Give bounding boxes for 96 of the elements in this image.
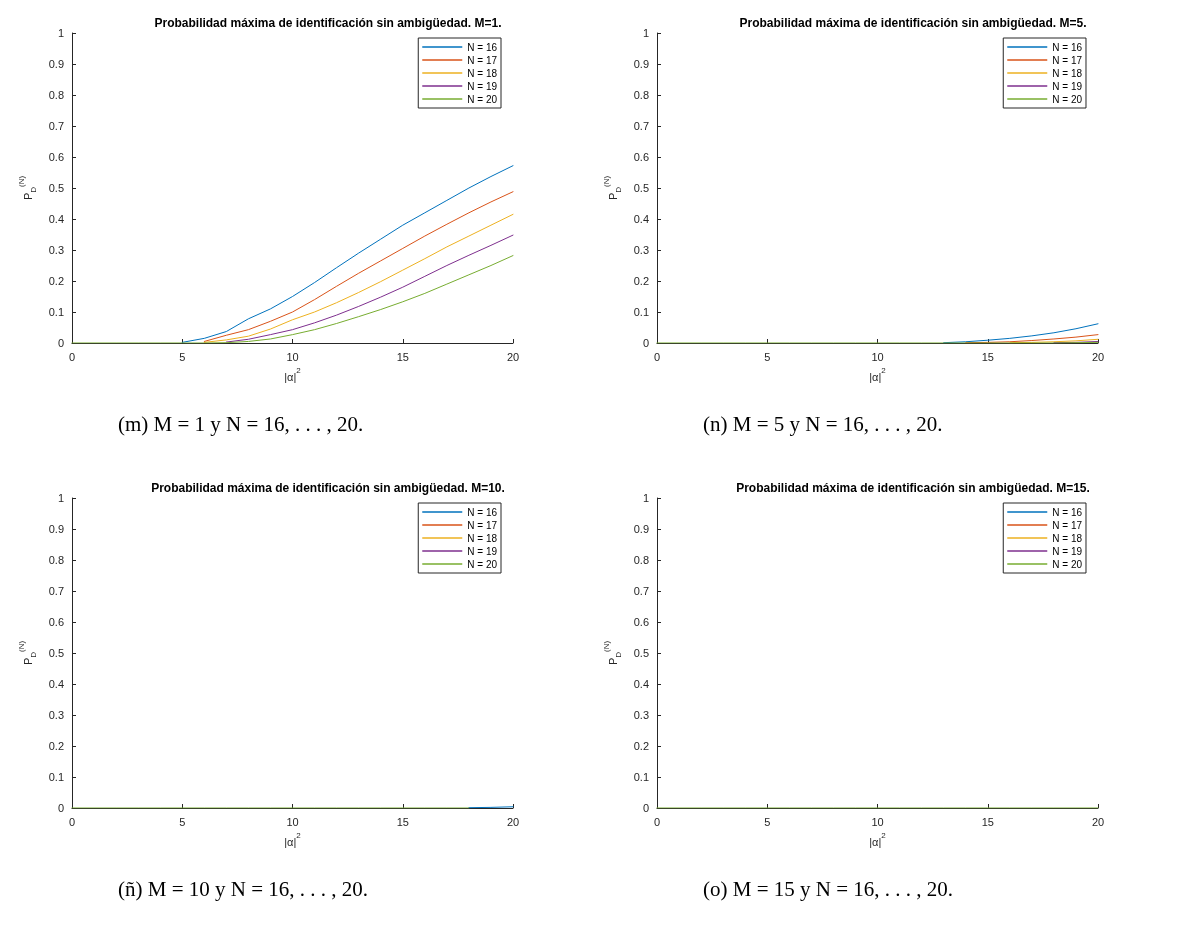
- y-tick-label: 0.5: [48, 647, 64, 659]
- y-axis-title: PD(N): [602, 175, 624, 201]
- y-tick-label: 0: [57, 802, 64, 814]
- y-tick-label: 0.9: [633, 58, 649, 70]
- y-axis-title: PD(N): [17, 175, 39, 201]
- y-tick-label: 0.4: [48, 213, 64, 225]
- text: (o) M = 15 y N = 16, . . . , 20.: [702, 877, 954, 902]
- y-tick-label: 0.3: [48, 244, 64, 256]
- y-tick-label: 0.6: [48, 151, 64, 163]
- legend-label: N = 16: [467, 506, 498, 518]
- y-tick-label: 0.4: [48, 678, 64, 690]
- x-tick-label: 5: [179, 350, 186, 363]
- y-tick-label: 0.6: [633, 616, 649, 628]
- x-tick-label: 20: [1091, 350, 1105, 363]
- legend-label: N = 20: [1052, 93, 1083, 105]
- text: (m) M = 1 y N = 16, . . . , 20.: [117, 412, 365, 437]
- legend-label: N = 17: [1052, 54, 1083, 66]
- y-tick-label: 0.3: [633, 709, 649, 721]
- chart-title: Probabilidad máxima de identificación sin ambigüedad. M=5.: [739, 16, 1087, 30]
- y-tick-label: 0.1: [48, 771, 64, 783]
- x-tick-label: 15: [396, 350, 409, 363]
- y-tick-label: 0.7: [48, 120, 64, 132]
- y-tick-label: 0.2: [48, 275, 64, 287]
- y-axis-title: PD(N): [602, 640, 624, 666]
- legend-label: N = 18: [1052, 532, 1083, 544]
- y-tick-label: 0.7: [48, 585, 64, 597]
- legend-label: N = 17: [1052, 519, 1083, 531]
- text: (ñ) M = 10 y N = 16, . . . , 20.: [117, 877, 369, 902]
- chart-title: Probabilidad máxima de identificación sin ambigüedad. M=15.: [736, 481, 1090, 495]
- x-tick-label: 20: [506, 350, 520, 363]
- x-tick-label: 10: [286, 815, 299, 828]
- y-tick-label: 0.9: [48, 523, 64, 535]
- y-tick-label: 0: [642, 337, 649, 349]
- legend-label: N = 18: [467, 532, 498, 544]
- y-tick-label: 0.3: [633, 244, 649, 256]
- y-tick-label: 0.5: [633, 182, 649, 194]
- x-tick-label: 5: [179, 815, 186, 828]
- y-tick-label: 0.4: [633, 678, 649, 690]
- y-tick-label: 0.7: [633, 585, 649, 597]
- y-tick-label: 1: [57, 492, 64, 504]
- y-tick-label: 0: [642, 802, 649, 814]
- legend-label: N = 17: [467, 54, 498, 66]
- x-tick-label: 20: [506, 815, 520, 828]
- legend-label: N = 19: [467, 80, 498, 92]
- legend-label: N = 19: [467, 545, 498, 557]
- y-tick-label: 0.5: [48, 182, 64, 194]
- y-tick-label: 0.8: [48, 554, 64, 566]
- x-tick-label: 10: [871, 815, 884, 828]
- legend-label: N = 20: [1052, 558, 1083, 570]
- y-axis-title: PD(N): [17, 640, 39, 666]
- x-tick-label: 5: [764, 815, 771, 828]
- y-tick-label: 0.9: [633, 523, 649, 535]
- y-tick-label: 1: [642, 492, 649, 504]
- legend-label: N = 17: [467, 519, 498, 531]
- x-tick-label: 10: [286, 350, 299, 363]
- x-tick-label: 0: [68, 815, 76, 828]
- y-tick-label: 0.5: [633, 647, 649, 659]
- chart-title: Probabilidad máxima de identificación sin ambigüedad. M=1.: [154, 16, 502, 30]
- y-tick-label: 0.4: [633, 213, 649, 225]
- x-tick-label: 15: [981, 815, 994, 828]
- legend-label: N = 18: [467, 67, 498, 79]
- legend-label: N = 20: [467, 93, 498, 105]
- legend-label: N = 19: [1052, 545, 1083, 557]
- y-tick-label: 0.3: [48, 709, 64, 721]
- y-tick-label: 0.2: [633, 740, 649, 752]
- y-tick-label: 0.1: [48, 306, 64, 318]
- y-tick-label: 0.7: [633, 120, 649, 132]
- legend-label: N = 20: [467, 558, 498, 570]
- y-tick-label: 0.6: [48, 616, 64, 628]
- legend-label: N = 16: [1052, 506, 1083, 518]
- x-tick-label: 15: [981, 350, 994, 363]
- legend-label: N = 19: [1052, 80, 1083, 92]
- y-tick-label: 0.6: [633, 151, 649, 163]
- y-tick-label: 0.2: [48, 740, 64, 752]
- x-tick-label: 0: [68, 350, 76, 363]
- y-tick-label: 0.2: [633, 275, 649, 287]
- x-tick-label: 15: [396, 815, 409, 828]
- y-tick-label: 0: [57, 337, 64, 349]
- legend-label: N = 18: [1052, 67, 1083, 79]
- x-tick-label: 5: [764, 350, 771, 363]
- y-tick-label: 1: [57, 27, 64, 39]
- chart-title: Probabilidad máxima de identificación sin ambigüedad. M=10.: [151, 481, 505, 495]
- y-tick-label: 0.9: [48, 58, 64, 70]
- text: (n) M = 5 y N = 16, . . . , 20.: [702, 412, 944, 437]
- legend-label: N = 16: [467, 41, 498, 53]
- y-tick-label: 1: [642, 27, 649, 39]
- x-tick-label: 20: [1091, 815, 1105, 828]
- legend-label: N = 16: [1052, 41, 1083, 53]
- x-tick-label: 10: [871, 350, 884, 363]
- y-tick-label: 0.8: [48, 89, 64, 101]
- y-tick-label: 0.8: [633, 554, 649, 566]
- y-tick-label: 0.1: [633, 306, 649, 318]
- y-tick-label: 0.8: [633, 89, 649, 101]
- y-tick-label: 0.1: [633, 771, 649, 783]
- x-tick-label: 0: [653, 350, 661, 363]
- x-tick-label: 0: [653, 815, 661, 828]
